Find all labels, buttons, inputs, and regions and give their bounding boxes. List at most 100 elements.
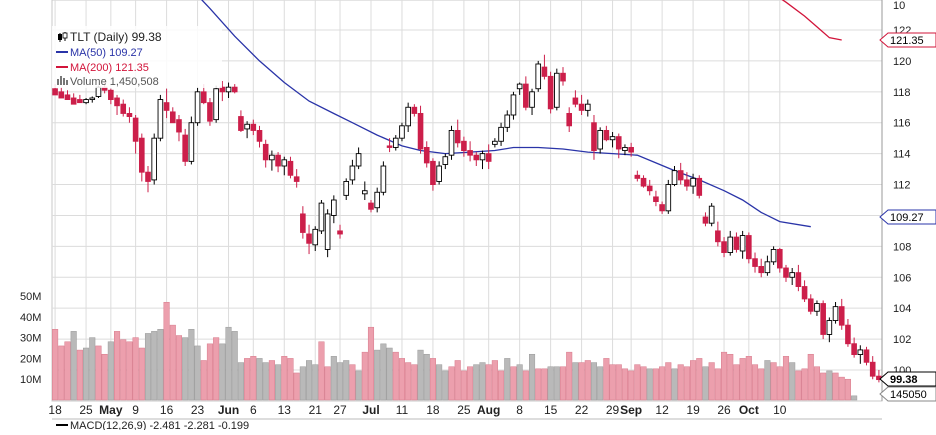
- volume-bar: [194, 345, 201, 401]
- candle-body: [430, 160, 436, 185]
- candle-body: [70, 97, 77, 105]
- volume-bar: [733, 364, 740, 401]
- candle-body: [355, 153, 362, 167]
- ma50-badge-value: 109.27: [890, 212, 924, 224]
- candle-body: [776, 249, 783, 269]
- candle-body: [219, 86, 226, 93]
- candle-body: [306, 233, 312, 244]
- volume-bar: [336, 362, 344, 401]
- candle-body: [560, 72, 566, 82]
- volume-bar: [281, 356, 288, 401]
- date-tick-label: Sep: [620, 403, 642, 417]
- volume-bar: [615, 364, 622, 401]
- candle-body: [795, 272, 802, 287]
- volume-tick-label: 10M: [20, 374, 41, 386]
- volume-bar: [739, 358, 746, 401]
- candle-body: [554, 72, 560, 108]
- volume-bar: [547, 366, 554, 401]
- candle-body: [461, 140, 467, 151]
- candle: [244, 121, 250, 139]
- ma200-badge-value: 121.35: [890, 35, 924, 47]
- volume-bar: [126, 341, 133, 401]
- candle: [157, 94, 164, 142]
- candle: [392, 135, 399, 151]
- volume-bar: [832, 372, 839, 401]
- candle-body: [114, 97, 120, 107]
- volume-bar: [485, 364, 492, 401]
- volume-bar: [231, 331, 238, 401]
- candle: [721, 237, 727, 258]
- volume-bar: [52, 329, 59, 401]
- volume-bar: [708, 362, 715, 401]
- candle-body: [405, 106, 411, 127]
- volume-bar: [460, 370, 467, 401]
- candle: [126, 107, 133, 123]
- volume-bar: [120, 339, 127, 401]
- volume-bar: [504, 358, 511, 401]
- candle: [386, 138, 393, 153]
- candle: [485, 144, 492, 170]
- candle-body: [603, 130, 610, 141]
- candle-body: [814, 303, 820, 312]
- volume-tick-label: 30M: [20, 333, 41, 345]
- price-tick-label: 10: [893, 0, 905, 12]
- candle: [863, 346, 870, 366]
- date-tick-label: 10: [773, 403, 787, 417]
- volume-legend-row: Volume 1,450,508: [57, 76, 159, 88]
- volume-bar: [597, 366, 604, 401]
- date-tick-label: 13: [278, 403, 292, 417]
- candle: [857, 345, 864, 364]
- candle-body: [89, 97, 96, 100]
- candle-body: [485, 153, 492, 162]
- date-tick-label: 12: [655, 403, 669, 417]
- date-tick-label: 21: [309, 403, 323, 417]
- candle: [628, 142, 634, 157]
- volume-bar: [559, 366, 567, 401]
- candle: [690, 173, 696, 194]
- volume-bar: [838, 376, 845, 401]
- volume-bar: [770, 362, 777, 401]
- symbol-legend-row: TLT (Daily) 99.38: [58, 30, 162, 44]
- candle: [461, 136, 467, 157]
- candle-body: [578, 103, 585, 111]
- candle: [578, 94, 585, 115]
- candle-body: [869, 361, 876, 377]
- candle-body: [807, 298, 814, 312]
- candle-body: [758, 266, 765, 274]
- volume-bar: [714, 368, 721, 401]
- candle: [733, 232, 740, 253]
- candle-body: [715, 230, 721, 243]
- candle-body: [708, 205, 715, 224]
- symbol-label: TLT (Daily): [70, 30, 128, 44]
- candle: [492, 138, 498, 148]
- volume-bar: [225, 326, 232, 401]
- candle: [634, 170, 641, 182]
- candle: [529, 88, 535, 115]
- candle: [566, 107, 573, 132]
- candle: [77, 94, 83, 104]
- candle: [820, 300, 826, 340]
- candle-body: [275, 154, 281, 167]
- candle: [708, 203, 715, 227]
- candle-icon: [58, 32, 68, 42]
- date-tick-label: May: [99, 403, 123, 417]
- candle: [776, 247, 783, 273]
- candle: [207, 98, 213, 126]
- candle-body: [547, 75, 554, 110]
- ma200-value: 121.35: [115, 62, 149, 74]
- volume-bar: [696, 358, 703, 401]
- candle: [83, 98, 89, 105]
- volume-bar: [454, 360, 461, 401]
- candle-body: [349, 165, 356, 181]
- candle-body: [368, 202, 374, 210]
- candle: [677, 162, 684, 185]
- candle: [584, 99, 591, 117]
- candle-body: [139, 137, 145, 173]
- candle: [250, 119, 257, 136]
- candle: [523, 76, 529, 111]
- volume-bar: [306, 360, 313, 401]
- volume-bar: [665, 362, 672, 401]
- candle-body: [702, 216, 709, 224]
- candle-body: [225, 86, 232, 93]
- candle-body: [58, 91, 65, 99]
